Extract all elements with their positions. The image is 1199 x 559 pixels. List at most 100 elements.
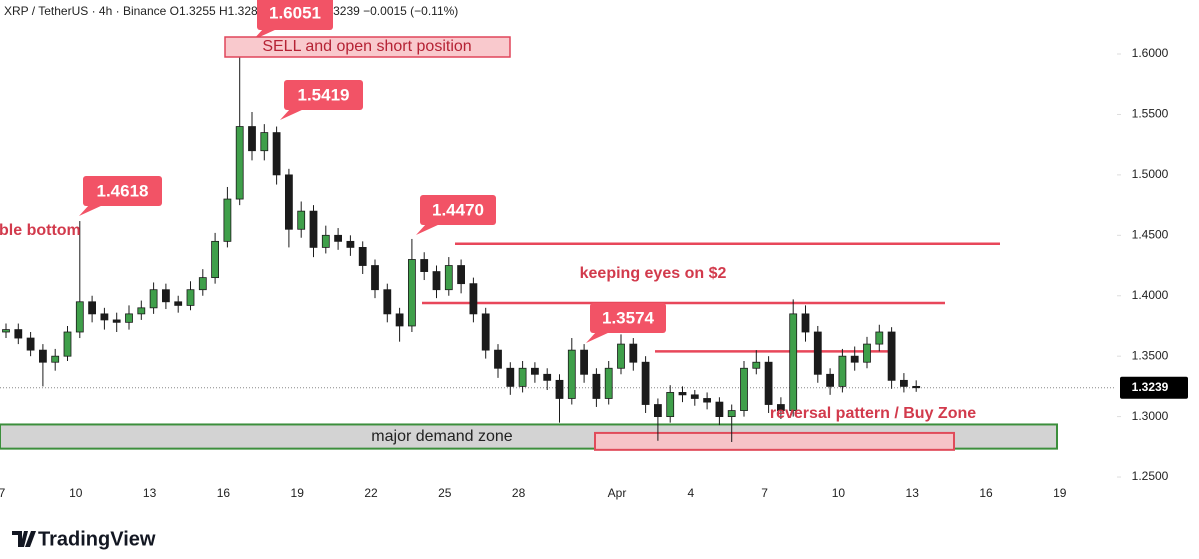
candle-body bbox=[358, 247, 367, 266]
candle-body bbox=[580, 349, 588, 375]
callout-label: 1.4470 bbox=[432, 200, 484, 219]
candle-body bbox=[654, 404, 662, 418]
callout-box bbox=[590, 303, 666, 333]
candle-body bbox=[641, 361, 650, 405]
candle-body bbox=[186, 289, 195, 306]
callout-box bbox=[83, 176, 162, 206]
candle-body bbox=[223, 198, 232, 242]
callout-box bbox=[420, 195, 496, 225]
candle-body bbox=[444, 265, 453, 291]
candle-body bbox=[75, 301, 84, 333]
x-tick-label: 10 bbox=[832, 486, 846, 500]
short-note: SELL and open short position bbox=[262, 38, 471, 55]
x-tick-label: 10 bbox=[69, 486, 83, 500]
candle-body bbox=[407, 259, 416, 327]
candle-body bbox=[371, 265, 379, 291]
callout: 1.5419 bbox=[280, 80, 363, 120]
candle-body bbox=[801, 313, 810, 333]
candle-body bbox=[690, 394, 699, 399]
candle-body bbox=[26, 337, 35, 351]
candle-body bbox=[494, 349, 502, 369]
x-tick-label: 22 bbox=[364, 486, 378, 500]
candle-body bbox=[161, 289, 170, 303]
candle-body bbox=[838, 355, 847, 387]
x-tick-label: 28 bbox=[512, 486, 526, 500]
candle-body bbox=[112, 319, 121, 323]
plot-area bbox=[0, 47, 1115, 451]
candle-body bbox=[125, 313, 133, 323]
candle-body bbox=[703, 398, 711, 403]
last-price-box bbox=[1120, 376, 1188, 399]
x-tick-label: 19 bbox=[291, 486, 305, 500]
candle-body bbox=[432, 271, 441, 291]
callout-pointer bbox=[586, 332, 610, 343]
zone bbox=[594, 431, 955, 451]
candle-body bbox=[309, 210, 318, 248]
candle-body bbox=[284, 174, 293, 230]
candle-body bbox=[39, 349, 47, 363]
y-tick-label: 1.4500 bbox=[1132, 227, 1169, 241]
x-tick-label: 19 bbox=[1053, 486, 1067, 500]
note: keeping eyes on $2 bbox=[580, 265, 727, 282]
candle-body bbox=[235, 126, 244, 200]
candle-body bbox=[592, 373, 601, 399]
candle-body bbox=[875, 331, 884, 345]
callout: 1.4618 bbox=[79, 176, 162, 216]
candle-body bbox=[900, 379, 908, 387]
callout-pointer bbox=[416, 224, 440, 235]
candle-body bbox=[248, 126, 256, 152]
x-tick-label: 16 bbox=[979, 486, 993, 500]
callout-pointer bbox=[280, 109, 304, 120]
candle-body bbox=[174, 301, 183, 306]
candle-body bbox=[211, 240, 220, 279]
callout: 1.6051 bbox=[253, 0, 333, 40]
candle-body bbox=[63, 331, 72, 357]
candle-body bbox=[383, 289, 392, 315]
candle-body bbox=[469, 283, 478, 315]
candle-body bbox=[518, 367, 527, 387]
callout: 1.3574 bbox=[586, 303, 666, 343]
candle-body bbox=[531, 367, 539, 375]
x-tick-label: 16 bbox=[217, 486, 231, 500]
x-tick-label: Apr bbox=[608, 486, 627, 500]
callout: 1.4470 bbox=[416, 195, 496, 235]
callout-box bbox=[284, 80, 363, 110]
short-note-box bbox=[224, 36, 511, 58]
candle-body bbox=[88, 301, 96, 315]
candle-body bbox=[260, 132, 269, 152]
candle-body bbox=[14, 329, 23, 339]
candle-body bbox=[481, 313, 490, 351]
callout-label: 1.6051 bbox=[269, 3, 321, 22]
callout-box bbox=[257, 0, 333, 30]
candle-body bbox=[543, 373, 552, 381]
x-tick-label: 25 bbox=[438, 486, 452, 500]
candle-body bbox=[198, 277, 207, 291]
candle-body bbox=[346, 240, 355, 248]
y-tick-label: 1.5000 bbox=[1132, 167, 1169, 181]
candle-body bbox=[420, 259, 429, 272]
candle-body bbox=[555, 379, 564, 399]
candle-body bbox=[789, 313, 798, 411]
candle-body bbox=[740, 367, 748, 411]
last-price-label: 1.3239 bbox=[1132, 380, 1169, 394]
candle-body bbox=[149, 289, 158, 309]
callout-label: 1.4618 bbox=[97, 181, 149, 200]
candle-body bbox=[715, 401, 724, 418]
y-tick-label: 1.2500 bbox=[1132, 469, 1169, 483]
candle-body bbox=[826, 373, 834, 387]
x-tick-label: 13 bbox=[906, 486, 920, 500]
zone-label: major demand zone bbox=[371, 428, 513, 445]
candle-body bbox=[604, 367, 613, 399]
callout-label: 1.3574 bbox=[602, 308, 655, 327]
candle-body bbox=[912, 385, 921, 389]
candle-body bbox=[887, 331, 896, 381]
header-info: XRP / TetherUS · 4h · Binance O1.3255 H1… bbox=[4, 4, 458, 18]
candle-body bbox=[850, 355, 859, 363]
candle-body bbox=[506, 367, 515, 387]
y-tick-label: 1.3500 bbox=[1132, 348, 1169, 362]
candle-body bbox=[617, 343, 625, 369]
candle-body bbox=[137, 307, 146, 315]
callout-label: 1.5419 bbox=[298, 85, 350, 104]
